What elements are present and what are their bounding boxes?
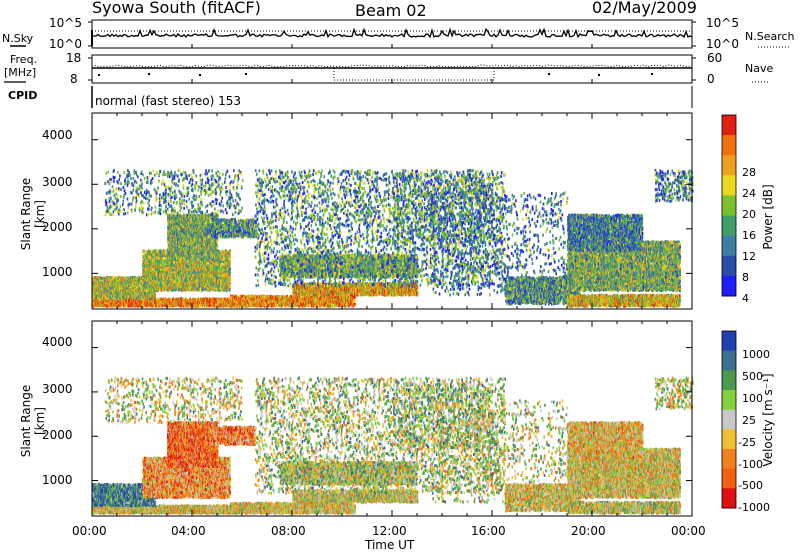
power-cells <box>92 169 694 308</box>
freq-dropout <box>199 74 201 76</box>
noise-panel-frame <box>92 20 692 48</box>
freq-panel-frame <box>92 55 692 83</box>
freq-dropout <box>245 73 247 75</box>
radar-plot <box>0 0 800 554</box>
freq-dropout <box>548 73 550 75</box>
noise-sky-line <box>92 29 692 37</box>
freq-dropout <box>98 74 100 76</box>
freq-dropout <box>148 73 150 75</box>
freq-dropout <box>598 74 600 76</box>
nave-line <box>92 65 692 67</box>
nave-drop <box>334 68 494 80</box>
freq-dropout <box>651 73 653 75</box>
